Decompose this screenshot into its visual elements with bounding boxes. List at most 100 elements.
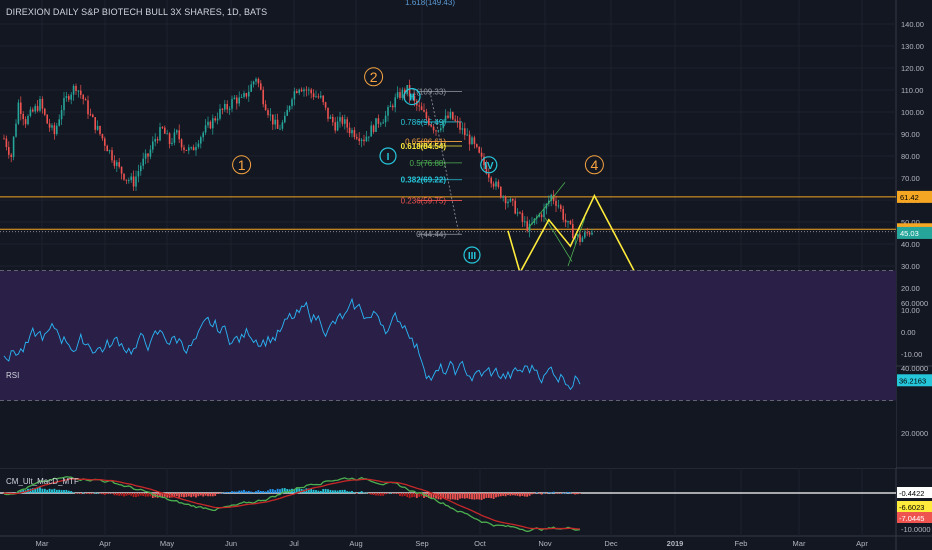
time-tick-label: Aug <box>349 539 362 548</box>
fib-level-label: 0.382(69.22) <box>401 176 447 185</box>
macd-histogram-bar <box>379 493 382 496</box>
candle-body <box>29 109 32 116</box>
macd-histogram-bar <box>341 489 344 493</box>
candle-body <box>444 115 447 121</box>
macd-histogram-bar <box>384 493 387 495</box>
candle-body <box>274 119 276 125</box>
candle-body <box>380 123 382 125</box>
candle-body <box>478 146 480 153</box>
channel-line <box>544 217 573 262</box>
candle-body <box>588 232 591 235</box>
macd-histogram-bar <box>576 493 579 495</box>
price-tick-label: 40.00 <box>901 240 920 249</box>
candle-body <box>120 166 123 174</box>
macd-histogram-bar <box>533 493 536 494</box>
candle-body <box>288 106 291 111</box>
candle-body <box>96 125 99 130</box>
macd-histogram-bar <box>514 493 517 496</box>
candle-body <box>514 200 516 214</box>
macd-histogram-bar <box>490 493 493 499</box>
candle-body <box>435 130 437 132</box>
candle-body <box>370 125 372 137</box>
macd-histogram-bar <box>336 490 339 493</box>
candle-body <box>3 138 5 140</box>
candle-body <box>255 78 257 82</box>
candle-body <box>540 214 543 218</box>
candle-body <box>502 196 504 198</box>
candle-body <box>264 104 267 111</box>
macd-histogram-bar <box>231 491 233 493</box>
candle-body <box>135 176 137 187</box>
candle-body <box>8 147 10 155</box>
macd-histogram-bar <box>190 493 193 498</box>
wave-circle <box>232 155 252 175</box>
macd-histogram-bar <box>310 488 313 493</box>
candle-body <box>411 95 413 97</box>
candle-body <box>27 115 29 125</box>
candle-body <box>327 107 329 119</box>
macd-histogram-bar <box>99 493 101 494</box>
price-axis[interactable]: 140.00 130.00 120.00 110.00 100.00 90.00 80.00… <box>897 20 932 534</box>
macd-histogram-bar <box>216 493 219 494</box>
candle-body <box>442 120 444 129</box>
macd-histogram-bar <box>399 493 401 497</box>
macd-histogram-bar <box>447 493 449 499</box>
macd-histogram-bar <box>144 493 147 497</box>
candle-body <box>209 121 212 129</box>
macd-histogram-bar <box>365 492 368 494</box>
macd-histogram-bar <box>223 492 226 493</box>
macd-histogram-bar <box>411 493 413 498</box>
candle-body <box>365 136 368 142</box>
candle-body <box>432 126 435 131</box>
candle-body <box>300 89 303 92</box>
macd-histogram-bar <box>468 493 471 499</box>
time-tick-label: Sep <box>415 539 428 548</box>
candle-body <box>214 118 216 121</box>
macd-histogram-bar <box>483 493 485 499</box>
macd-value-tag <box>897 512 932 523</box>
macd-histogram-bar <box>197 493 200 497</box>
candle-body <box>461 128 464 130</box>
macd-histogram-bar <box>521 493 524 496</box>
macd-histogram-bar <box>495 493 497 498</box>
macd-histogram-bar <box>255 491 257 493</box>
candle-body <box>190 147 192 149</box>
time-axis[interactable]: Mar Apr May Jun Jul Aug Sep Oct Nov Dec 2019 Feb Mar… <box>36 539 869 548</box>
candle-body <box>576 234 579 236</box>
candle-body <box>147 153 149 157</box>
macd-histogram-bar <box>418 493 421 497</box>
macd-histogram-bar <box>351 491 353 493</box>
macd-histogram-bar <box>355 493 358 494</box>
wave-label: 1 <box>238 157 246 173</box>
macd-histogram-bar <box>550 492 553 494</box>
candle-body <box>60 110 63 120</box>
macd-histogram-bar <box>113 493 116 496</box>
candle-body <box>140 165 142 172</box>
wave-projection <box>507 182 668 333</box>
macd-histogram-bar <box>279 489 281 493</box>
candle-body <box>291 99 293 107</box>
candle-body <box>509 198 512 202</box>
macd-histogram-bar <box>466 493 469 499</box>
macd-histogram-bar <box>382 493 385 496</box>
candle-body <box>384 115 387 123</box>
macd-value-label: -7.0445 <box>899 514 924 523</box>
candle-body <box>56 125 58 135</box>
macd-histogram-bar <box>315 490 317 493</box>
macd-histogram-bar <box>257 490 260 493</box>
macd-histogram-bar <box>43 488 46 493</box>
candle-body <box>471 137 473 145</box>
macd-histogram-bar <box>195 493 197 498</box>
candle-body <box>15 123 17 137</box>
candle-body <box>149 149 152 157</box>
macd-histogram-bar <box>75 493 77 494</box>
candle-body <box>425 111 428 119</box>
macd-histogram-bar <box>209 493 212 497</box>
macd-histogram-bar <box>463 493 466 499</box>
wave-label: 2 <box>370 69 378 85</box>
macd-histogram-bar <box>509 493 512 496</box>
macd-histogram-bar <box>427 493 430 499</box>
candle-body <box>46 114 48 124</box>
macd-histogram-bar <box>331 490 334 493</box>
